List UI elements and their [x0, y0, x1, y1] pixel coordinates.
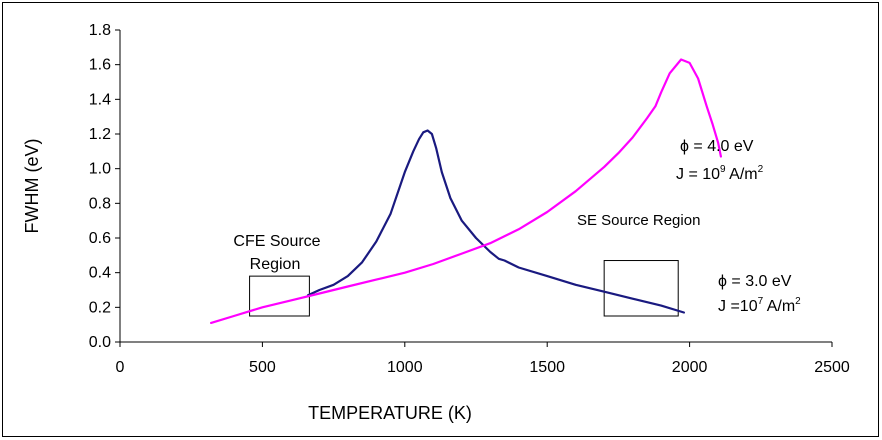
- phi3-symbol: ϕ: [718, 273, 727, 290]
- phi3-j-unit-exponent: 2: [795, 296, 801, 307]
- y-tick-label: 0.8: [89, 195, 111, 212]
- y-tick-label: 0.0: [89, 334, 111, 351]
- y-tick-label: 1.6: [89, 57, 111, 74]
- y-axis-title: FWHM (eV): [22, 139, 42, 234]
- phi3-value: = 3.0 eV: [727, 273, 792, 290]
- y-tick-label: 1.0: [89, 161, 111, 178]
- cfe-region-label-line2: Region: [250, 256, 301, 273]
- phi4-j-text: J = 10: [676, 166, 720, 183]
- x-tick-label: 1500: [529, 359, 565, 376]
- cfe-region-label-line1: CFE Source: [233, 233, 320, 250]
- phi4-j-exponent: 9: [720, 164, 726, 175]
- phi3-j-unit: A/m: [763, 298, 795, 315]
- phi3-current-density-label: J =107 A/m2: [718, 296, 801, 315]
- phi4-j-unit-exponent: 2: [758, 164, 764, 175]
- y-tick-label: 1.4: [89, 91, 111, 108]
- x-tick-label: 500: [249, 359, 276, 376]
- phi3-work-function-label: ϕ = 3.0 eV: [718, 273, 792, 290]
- source-regions: [249, 260, 679, 317]
- phi4-value: = 4.0 eV: [689, 138, 754, 155]
- phi4-j-unit: A/m: [726, 166, 758, 183]
- y-tick-label: 1.2: [89, 126, 111, 143]
- phi3-j-exponent: 7: [758, 296, 764, 307]
- phi4-current-density-label: J = 109 A/m2: [676, 164, 764, 183]
- axes: [119, 30, 832, 343]
- y-tick-label: 1.8: [89, 22, 111, 39]
- x-tick-label: 0: [116, 359, 125, 376]
- data-series: [210, 58, 723, 324]
- phi4-series-line: [210, 58, 723, 324]
- x-tick-label: 1000: [387, 359, 423, 376]
- phi3-j-text: J =10: [718, 298, 758, 315]
- y-tick-label: 0.6: [89, 230, 111, 247]
- phi4-work-function-label: ϕ = 4.0 eV: [680, 138, 754, 155]
- x-tick-label: 2500: [814, 359, 850, 376]
- se-source-region-box: [603, 260, 679, 317]
- y-tick-label: 0.4: [89, 265, 111, 282]
- ticks: 0.0 0.2 0.4 0.6 0.8 1.0 1.2 1.4 1.6 1.8 0 500 1000 15…: [89, 22, 850, 376]
- x-tick-label: 2000: [672, 359, 708, 376]
- cfe-source-region-box: [249, 275, 310, 317]
- phi4-symbol: ϕ: [680, 138, 689, 155]
- se-region-label: SE Source Region: [577, 212, 700, 229]
- y-tick-label: 0.2: [89, 299, 111, 316]
- phi3-series-line: [306, 129, 686, 314]
- x-axis-title: TEMPERATURE (K): [308, 403, 472, 423]
